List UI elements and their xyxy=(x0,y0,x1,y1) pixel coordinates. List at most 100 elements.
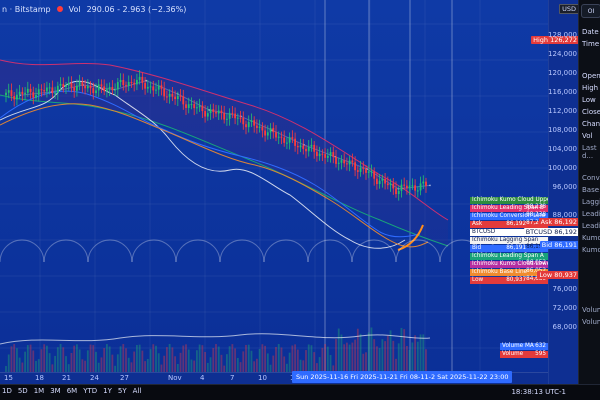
high-price-badge: High 126,272 xyxy=(531,36,579,44)
range-button[interactable]: 1M xyxy=(33,387,45,395)
price-tick-label: 124,000 xyxy=(548,50,577,58)
volume-bar xyxy=(65,356,67,372)
volume-bar xyxy=(133,351,136,372)
volume-bar xyxy=(21,362,24,372)
candle-body xyxy=(403,184,406,186)
candle-body xyxy=(220,110,223,113)
volume-bar xyxy=(149,349,152,372)
volume-bar xyxy=(354,339,356,372)
volume-bar xyxy=(286,363,288,372)
volume-bar xyxy=(256,358,258,372)
volume-bar xyxy=(395,358,397,372)
x-axis-tick-label: 27 xyxy=(120,374,129,382)
volume-bar xyxy=(18,357,21,372)
candle-body xyxy=(258,126,261,128)
volume-bar xyxy=(26,345,29,372)
volume-bar xyxy=(321,347,324,372)
volume-bar xyxy=(337,328,340,372)
x-axis-tick-label: 18 xyxy=(35,374,44,382)
candle-body xyxy=(256,125,258,128)
indicator-tag-label: Ichimoku Leading Span B xyxy=(472,205,544,211)
indicator-tag: Ichimoku Leading Span A86,052 xyxy=(470,253,548,266)
volume-bar xyxy=(122,344,125,372)
leading-span-a xyxy=(0,94,449,247)
volume-bar xyxy=(264,345,266,372)
volume-bar xyxy=(51,364,54,372)
volume-bar xyxy=(35,360,37,372)
volume-bar xyxy=(179,352,182,372)
candle-body xyxy=(103,86,106,92)
chart-area[interactable]: n · Bitstamp Vol 290.06 - 2.963 (−2.36%) xyxy=(0,0,566,385)
candle-body xyxy=(236,117,239,119)
candle-body xyxy=(56,85,59,93)
indicator-tag-label: Bid xyxy=(472,245,482,251)
volume-bar xyxy=(397,343,400,372)
candle-body xyxy=(5,92,7,96)
indicator-tag-label: Ichimoku Conversion Line xyxy=(472,213,546,219)
range-button[interactable]: 6M xyxy=(66,387,78,395)
candle-body xyxy=(146,86,149,89)
candle-body xyxy=(100,84,103,87)
indicator-tag-label: Ichimoku Leading Span A xyxy=(472,253,544,259)
candle-body xyxy=(354,162,356,171)
range-button[interactable]: YTD xyxy=(83,387,98,395)
candle-body xyxy=(348,160,351,165)
range-button[interactable]: 5Y xyxy=(117,387,127,395)
volume-bar xyxy=(253,361,256,372)
volume-bar xyxy=(127,357,130,372)
candle-body xyxy=(35,94,37,98)
volume-bar xyxy=(217,346,220,372)
bottom-toolbar: 1D 5D 1M 3M 6M YTD 1Y 5Y All 18:38:13 UTC-1 xyxy=(0,384,600,400)
candle-body xyxy=(138,76,141,80)
indicator-tag: Ichimoku Conversion Line 87,224 xyxy=(470,213,548,226)
candle-body xyxy=(149,86,152,88)
volume-bar xyxy=(389,330,392,372)
x-axis-tick-label: Nov xyxy=(168,374,182,382)
candle-body xyxy=(160,85,163,89)
range-button[interactable]: All xyxy=(132,387,142,395)
data-window-item: Leading xyxy=(582,222,600,230)
low-label: Low xyxy=(539,271,553,279)
volume-value-tags: Volume MA 632 Volume 595 xyxy=(500,343,548,359)
price-tick-label: 72,000 xyxy=(552,304,578,312)
candle-body xyxy=(29,88,32,93)
candle-body xyxy=(359,167,362,172)
volume-bar xyxy=(108,346,111,372)
x-axis-tick-label: 15 xyxy=(4,374,13,382)
volume-bar xyxy=(48,353,51,372)
volume-bar xyxy=(56,347,59,372)
volume-bar xyxy=(406,345,408,372)
volume-bar xyxy=(160,364,163,372)
candle-body xyxy=(414,185,416,191)
range-button[interactable]: 5D xyxy=(17,387,28,395)
candle-body xyxy=(97,84,100,91)
volume-bar xyxy=(76,344,78,372)
candle-body xyxy=(269,127,272,133)
candle-body xyxy=(152,86,155,91)
volume-bar xyxy=(92,345,95,372)
volume-bar xyxy=(146,358,149,372)
candle-body xyxy=(73,87,76,91)
range-button[interactable]: 1Y xyxy=(103,387,112,395)
candle-body xyxy=(234,113,236,119)
candle-body xyxy=(400,184,403,191)
price-chart[interactable] xyxy=(0,0,548,384)
candle-body xyxy=(108,87,111,90)
low-price-badge: Low 80,937 xyxy=(537,271,579,279)
volume-bar xyxy=(70,352,73,372)
price-scale[interactable]: USD High 126,272 Ask 86,192 BTCUSD 86,19… xyxy=(523,0,579,384)
volume-bar xyxy=(351,342,354,372)
candle-body xyxy=(125,85,127,87)
currency-badge[interactable]: USD xyxy=(559,4,579,14)
candle-body xyxy=(296,145,299,148)
volume-tag-value: 632 xyxy=(535,343,546,349)
volume-bar xyxy=(138,344,141,372)
data-window-button[interactable]: OI xyxy=(581,4,600,18)
candle-body xyxy=(370,171,373,173)
range-button[interactable]: 1D xyxy=(2,387,12,395)
range-button[interactable]: 3M xyxy=(50,387,61,395)
candle-body xyxy=(313,144,316,152)
candle-body xyxy=(92,88,95,94)
candle-body xyxy=(329,152,332,156)
volume-bar xyxy=(206,362,209,372)
